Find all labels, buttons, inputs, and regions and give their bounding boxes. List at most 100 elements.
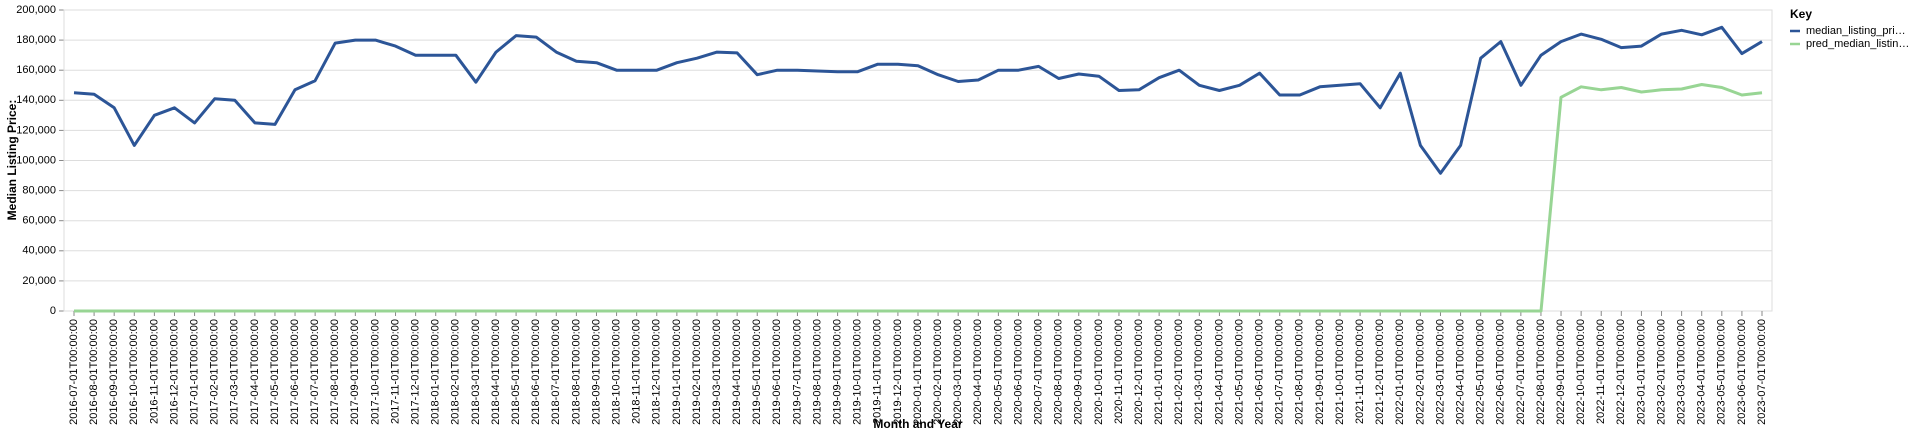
x-tick-label: 2018-12-01T00:00:00 [651, 319, 663, 425]
x-tick-label: 2022-04-01T00:00:00 [1454, 319, 1466, 425]
x-tick-label: 2023-07-01T00:00:00 [1756, 319, 1768, 425]
line [73, 25, 1763, 175]
x-tick-label: 2020-05-01T00:00:00 [992, 319, 1004, 425]
x-tick-label: 2023-06-01T00:00:00 [1736, 319, 1748, 425]
x-tick-label: 2018-01-01T00:00:00 [430, 319, 442, 425]
x-tick-label: 2019-01-01T00:00:00 [671, 319, 683, 425]
x-tick-label: 2021-05-01T00:00:00 [1233, 319, 1245, 425]
x-tick-label: 2022-09-01T00:00:00 [1555, 319, 1567, 425]
x-tick-label: 2019-04-01T00:00:00 [731, 319, 743, 425]
y-tick-label: 100,000 [16, 154, 56, 166]
x-tick-label: 2022-12-01T00:00:00 [1615, 319, 1627, 425]
x-tick-label: 2016-11-01T00:00:00 [148, 319, 160, 424]
x-tick-label: 2018-09-01T00:00:00 [590, 319, 602, 425]
x-tick-label: 2017-01-01T00:00:00 [188, 319, 200, 425]
x-tick-label: 2020-06-01T00:00:00 [1012, 319, 1024, 425]
x-tick-label: 2020-03-01T00:00:00 [952, 319, 964, 425]
x-tick-label: 2019-07-01T00:00:00 [791, 319, 803, 425]
y-axis-title: Median Listing Price: [5, 100, 19, 221]
x-tick-label: 2019-05-01T00:00:00 [751, 319, 763, 425]
x-tick-label: 2019-06-01T00:00:00 [771, 319, 783, 425]
x-axis-title: Month and Year [873, 417, 962, 431]
x-tick-label: 2019-02-01T00:00:00 [691, 319, 703, 425]
x-tick-label: 2018-07-01T00:00:00 [550, 319, 562, 425]
x-tick-label: 2018-04-01T00:00:00 [490, 319, 502, 425]
x-tick-label: 2021-06-01T00:00:00 [1254, 319, 1266, 425]
y-tick-label: 20,000 [22, 275, 56, 287]
x-tick-label: 2023-02-01T00:00:00 [1655, 319, 1667, 425]
x-tick-label: 2019-12-01T00:00:00 [892, 319, 904, 425]
x-tick-label: 2017-12-01T00:00:00 [410, 319, 422, 425]
y-tick-label: 200,000 [16, 4, 56, 16]
legend-label: median_listing_pri… [1806, 25, 1906, 37]
x-tick-label: 2021-12-01T00:00:00 [1374, 319, 1386, 425]
x-tick-label: 2017-10-01T00:00:00 [369, 319, 381, 425]
x-tick-label: 2022-01-01T00:00:00 [1394, 319, 1406, 425]
x-tick-label: 2017-05-01T00:00:00 [269, 319, 281, 425]
x-tick-label: 2021-04-01T00:00:00 [1213, 319, 1225, 425]
x-tick-label: 2022-03-01T00:00:00 [1434, 319, 1446, 425]
x-tick-label: 2017-04-01T00:00:00 [249, 319, 261, 425]
y-tick-label: 80,000 [22, 185, 56, 197]
x-tick-label: 2019-03-01T00:00:00 [711, 319, 723, 425]
x-tick-label: 2018-03-01T00:00:00 [470, 319, 482, 425]
x-tick-label: 2016-08-01T00:00:00 [88, 319, 100, 425]
x-tick-label: 2022-11-01T00:00:00 [1595, 319, 1607, 424]
y-tick-label: 60,000 [22, 215, 56, 227]
x-tick-label: 2018-05-01T00:00:00 [510, 319, 522, 425]
legend-title: Key [1790, 7, 1812, 21]
x-tick-label: 2020-07-01T00:00:00 [1032, 319, 1044, 425]
x-tick-label: 2021-03-01T00:00:00 [1193, 319, 1205, 425]
x-tick-label: 2023-05-01T00:00:00 [1716, 319, 1728, 425]
x-tick-label: 2018-10-01T00:00:00 [610, 319, 622, 425]
x-tick-label: 2022-05-01T00:00:00 [1475, 319, 1487, 425]
x-tick-label: 2017-06-01T00:00:00 [289, 319, 301, 425]
x-tick-label: 2022-10-01T00:00:00 [1575, 319, 1587, 425]
x-tick-label: 2023-01-01T00:00:00 [1635, 319, 1647, 425]
x-tick-label: 2018-02-01T00:00:00 [450, 319, 462, 425]
legend-label: pred_median_listin… [1806, 38, 1909, 50]
x-tick-label: 2019-08-01T00:00:00 [811, 319, 823, 425]
y-tick-label: 180,000 [16, 34, 56, 46]
line [74, 83, 1763, 313]
x-tick-label: 2020-04-01T00:00:00 [972, 319, 984, 425]
x-tick-label: 2020-10-01T00:00:00 [1093, 319, 1105, 425]
x-tick-label: 2022-07-01T00:00:00 [1515, 319, 1527, 425]
x-tick-label: 2019-11-01T00:00:00 [872, 319, 884, 424]
y-tick-label: 120,000 [16, 124, 56, 136]
x-tick-label: 2023-04-01T00:00:00 [1696, 319, 1708, 425]
x-tick-label: 2021-11-01T00:00:00 [1354, 319, 1366, 424]
x-tick-label: 2021-08-01T00:00:00 [1294, 319, 1306, 425]
y-tick-label: 140,000 [16, 94, 56, 106]
x-tick-label: 2020-09-01T00:00:00 [1073, 319, 1085, 425]
x-tick-label: 2022-08-01T00:00:00 [1535, 319, 1547, 425]
x-tick-label: 2017-02-01T00:00:00 [209, 319, 221, 425]
x-tick-label: 2016-10-01T00:00:00 [128, 319, 140, 425]
x-tick-label: 2017-07-01T00:00:00 [309, 319, 321, 425]
x-tick-label: 2018-11-01T00:00:00 [631, 319, 643, 424]
x-tick-label: 2018-06-01T00:00:00 [530, 319, 542, 425]
x-tick-label: 2019-10-01T00:00:00 [852, 319, 864, 425]
x-tick-label: 2020-02-01T00:00:00 [932, 319, 944, 425]
y-tick-label: 40,000 [22, 245, 56, 257]
x-tick-label: 2021-01-01T00:00:00 [1153, 319, 1165, 425]
x-tick-label: 2021-10-01T00:00:00 [1334, 319, 1346, 425]
x-tick-label: 2017-11-01T00:00:00 [389, 319, 401, 424]
x-tick-label: 2016-09-01T00:00:00 [108, 319, 120, 425]
x-tick-label: 2021-07-01T00:00:00 [1274, 319, 1286, 425]
x-tick-label: 2018-08-01T00:00:00 [570, 319, 582, 425]
y-tick-label: 0 [50, 305, 56, 317]
x-tick-label: 2016-12-01T00:00:00 [168, 319, 180, 425]
x-tick-label: 2020-01-01T00:00:00 [912, 319, 924, 425]
x-tick-label: 2023-03-01T00:00:00 [1676, 319, 1688, 425]
y-tick-label: 160,000 [16, 64, 56, 76]
x-tick-label: 2020-08-01T00:00:00 [1053, 319, 1065, 425]
x-tick-label: 2016-07-01T00:00:00 [68, 319, 80, 425]
x-tick-label: 2021-09-01T00:00:00 [1314, 319, 1326, 425]
x-tick-label: 2017-09-01T00:00:00 [349, 319, 361, 425]
x-tick-label: 2017-03-01T00:00:00 [229, 319, 241, 425]
x-tick-label: 2021-02-01T00:00:00 [1173, 319, 1185, 425]
x-tick-label: 2022-02-01T00:00:00 [1414, 319, 1426, 425]
x-tick-label: 2020-12-01T00:00:00 [1133, 319, 1145, 425]
